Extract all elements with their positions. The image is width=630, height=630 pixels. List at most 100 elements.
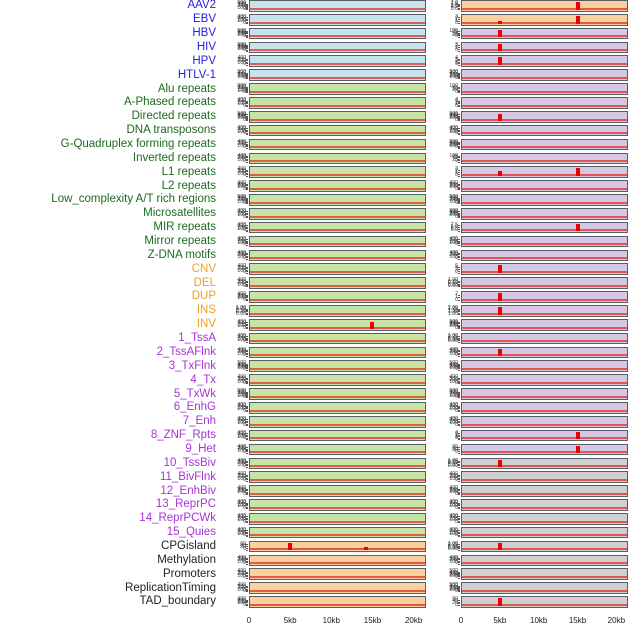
track-plot — [461, 512, 628, 525]
y-axis-tick-mark — [458, 328, 460, 330]
y-axis-tick-mark — [246, 58, 248, 60]
y-axis-tick-mark — [458, 175, 460, 177]
y-axis-tick-mark — [246, 175, 248, 177]
y-axis-tick-mark — [458, 23, 460, 25]
y-axis-tick-label: 0.75 — [447, 278, 458, 285]
y-axis-tick-label: 200 — [237, 377, 246, 384]
y-axis-tick-mark — [246, 409, 248, 411]
track-label: HTLV-1 — [177, 68, 216, 81]
track-plot — [461, 110, 628, 123]
track-plot — [461, 194, 628, 206]
y-axis-tick-label: 400 — [237, 374, 246, 381]
y-axis-tick-mark — [458, 35, 460, 37]
y-axis-tick-mark — [458, 517, 460, 519]
y-axis-tick-mark — [458, 605, 460, 607]
y-axis-tick-mark — [246, 186, 248, 188]
y-axis-tick-mark — [246, 490, 248, 492]
y-axis: 400 300 200 100 0 — [228, 55, 248, 67]
signal-baseline — [462, 146, 627, 149]
y-axis-tick-label: 100 — [237, 323, 246, 330]
y-axis-tick-label: 0 — [455, 199, 458, 206]
y-axis-tick-mark — [246, 383, 248, 385]
y-axis-tick-label: 200 — [237, 349, 246, 356]
y-axis-tick-mark — [458, 522, 460, 524]
y-axis-tick-mark — [246, 558, 248, 560]
x-axis-tick-label: 15kb — [568, 616, 587, 625]
y-axis-tick-mark — [246, 588, 248, 590]
y-axis-tick-mark — [246, 437, 248, 439]
y-axis-tick-mark — [458, 531, 460, 533]
y-axis-tick-mark — [246, 60, 248, 62]
track-plot — [461, 180, 628, 192]
y-axis-tick-mark — [458, 160, 460, 162]
y-axis: 60 40 20 0 — [440, 596, 460, 608]
signal-baseline — [250, 603, 425, 606]
track-plot — [461, 526, 628, 539]
y-axis-tick-label: 0.00 — [447, 282, 458, 289]
track-background — [461, 55, 628, 68]
track-plot — [249, 540, 426, 553]
y-axis-tick-label: 0.50 — [447, 460, 458, 467]
y-axis-tick-label: 200 — [237, 86, 246, 93]
y-axis: 400 300 200 100 0 — [228, 513, 248, 525]
y-axis-tick-label: 300 — [449, 500, 458, 507]
y-axis: 400 300 200 100 0 — [440, 513, 460, 525]
y-axis-tick-label: 0.25 — [235, 309, 246, 316]
y-axis-tick-label: 1 — [455, 101, 458, 108]
track-background — [249, 485, 426, 497]
y-axis: 500 400 300 200 100 0 — [228, 42, 248, 54]
y-axis-tick-mark — [458, 286, 460, 288]
y-axis-tick-mark — [246, 147, 248, 149]
y-axis-tick-mark — [246, 379, 248, 381]
y-axis-tick-mark — [246, 103, 248, 105]
y-axis-tick-mark — [458, 255, 460, 257]
y-axis-tick-label: 0 — [455, 393, 458, 400]
y-axis-tick-mark — [458, 77, 460, 79]
y-axis-tick-mark — [458, 392, 460, 394]
y-axis-tick-label: 200 — [237, 238, 246, 245]
y-axis-tick-label: 0 — [243, 61, 246, 68]
y-axis: 400 300 200 100 0 — [440, 527, 460, 539]
y-axis-tick-mark — [246, 438, 248, 440]
y-axis-tick-label: 100 — [237, 531, 246, 538]
y-axis-tick-label: 400 — [449, 319, 458, 326]
track-label: ReplicationTiming — [125, 581, 216, 594]
y-axis-tick-label: 60 — [452, 596, 458, 603]
y-axis-tick-mark — [246, 577, 248, 579]
y-axis-tick-mark — [246, 101, 248, 103]
y-axis-tick-label: 200 — [237, 571, 246, 578]
y-axis-tick-mark — [246, 31, 248, 33]
y-axis-tick-label: 300 — [237, 237, 246, 244]
y-axis-tick-label: 300 — [237, 403, 246, 410]
track-label: AAV2 — [187, 0, 216, 12]
y-axis-tick-mark — [246, 128, 248, 130]
y-axis-tick-mark — [246, 603, 248, 605]
y-axis-tick-mark — [246, 296, 248, 298]
y-axis-tick-label: 0 — [243, 74, 246, 81]
y-axis-tick-mark — [246, 480, 248, 482]
y-axis-tick-label: 400 — [237, 471, 246, 478]
y-axis-tick-mark — [246, 258, 248, 260]
y-axis-tick-label: 2 — [455, 99, 458, 106]
y-axis-tick-mark — [246, 64, 248, 66]
signal-baseline — [250, 479, 425, 482]
y-axis-tick-label: 2 — [455, 58, 458, 65]
y-axis-tick-mark — [246, 505, 248, 507]
x-axis-tick-label: 5kb — [493, 616, 507, 625]
track-background — [249, 41, 426, 54]
signal-spike — [363, 546, 368, 551]
track-plot — [249, 332, 426, 345]
track-background — [461, 235, 628, 248]
track-label: 10_TssBiv — [163, 456, 216, 469]
track-background — [461, 291, 628, 303]
y-axis-tick-mark — [458, 533, 460, 535]
y-axis-tick-mark — [458, 603, 460, 605]
y-axis-tick-label: 200 — [237, 197, 246, 204]
y-axis-tick-mark — [458, 129, 460, 131]
y-axis-tick-mark — [458, 466, 460, 468]
track-plot — [461, 97, 628, 109]
y-axis-tick-mark — [246, 91, 248, 93]
track-background — [249, 568, 426, 581]
signal-baseline — [462, 354, 627, 357]
